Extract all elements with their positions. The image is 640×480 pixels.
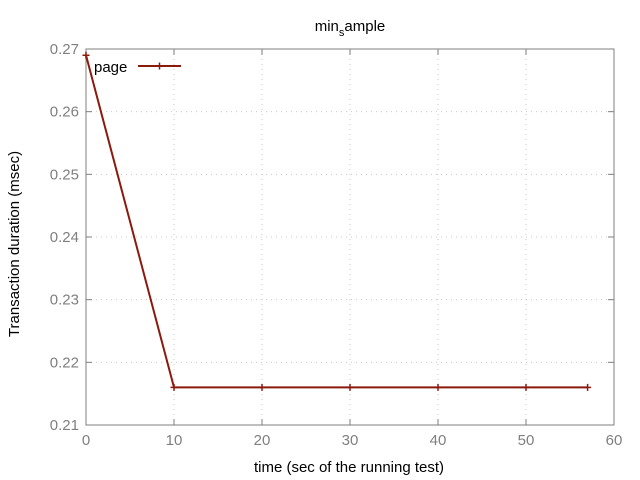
x-tick-label: 20: [254, 432, 271, 449]
series-line-page: [85, 55, 588, 389]
x-tick-label: 30: [342, 432, 359, 449]
y-axis-label: Transaction duration (msec): [6, 151, 23, 337]
legend-point: [156, 62, 163, 70]
x-tick-label: 10: [166, 432, 183, 449]
series-layer: [82, 51, 592, 391]
x-tick-label: 50: [518, 432, 535, 449]
legend-marker-page: [156, 62, 163, 70]
x-tick-label: 0: [82, 432, 90, 449]
x-axis-label: time (sec of the running test): [254, 459, 444, 476]
y-tick-label: 0.23: [50, 292, 79, 309]
y-tick-label: 0.26: [50, 104, 79, 121]
y-tick-label: 0.24: [50, 229, 79, 246]
title-subscript: s: [339, 27, 345, 39]
title-rest: ample: [344, 18, 385, 35]
grid-lines: [86, 49, 614, 425]
data-point: [82, 51, 90, 59]
data-point: [434, 383, 442, 391]
y-tick-label: 0.27: [50, 41, 79, 58]
chart-title: minsample: [315, 18, 386, 39]
plot-frame: [85, 48, 615, 426]
y-tick-label: 0.21: [50, 417, 79, 434]
data-point: [170, 383, 178, 391]
legend: page: [94, 59, 181, 76]
y-tick-label: 0.22: [50, 354, 79, 371]
x-tick-label: 40: [430, 432, 447, 449]
title-base: min: [315, 18, 339, 35]
data-point: [258, 383, 266, 391]
y-tick-label: 0.25: [50, 166, 79, 183]
data-point: [346, 383, 354, 391]
legend-label-page: page: [94, 59, 127, 76]
data-point: [522, 383, 530, 391]
x-tick-label: 60: [606, 432, 623, 449]
data-point: [584, 383, 592, 391]
